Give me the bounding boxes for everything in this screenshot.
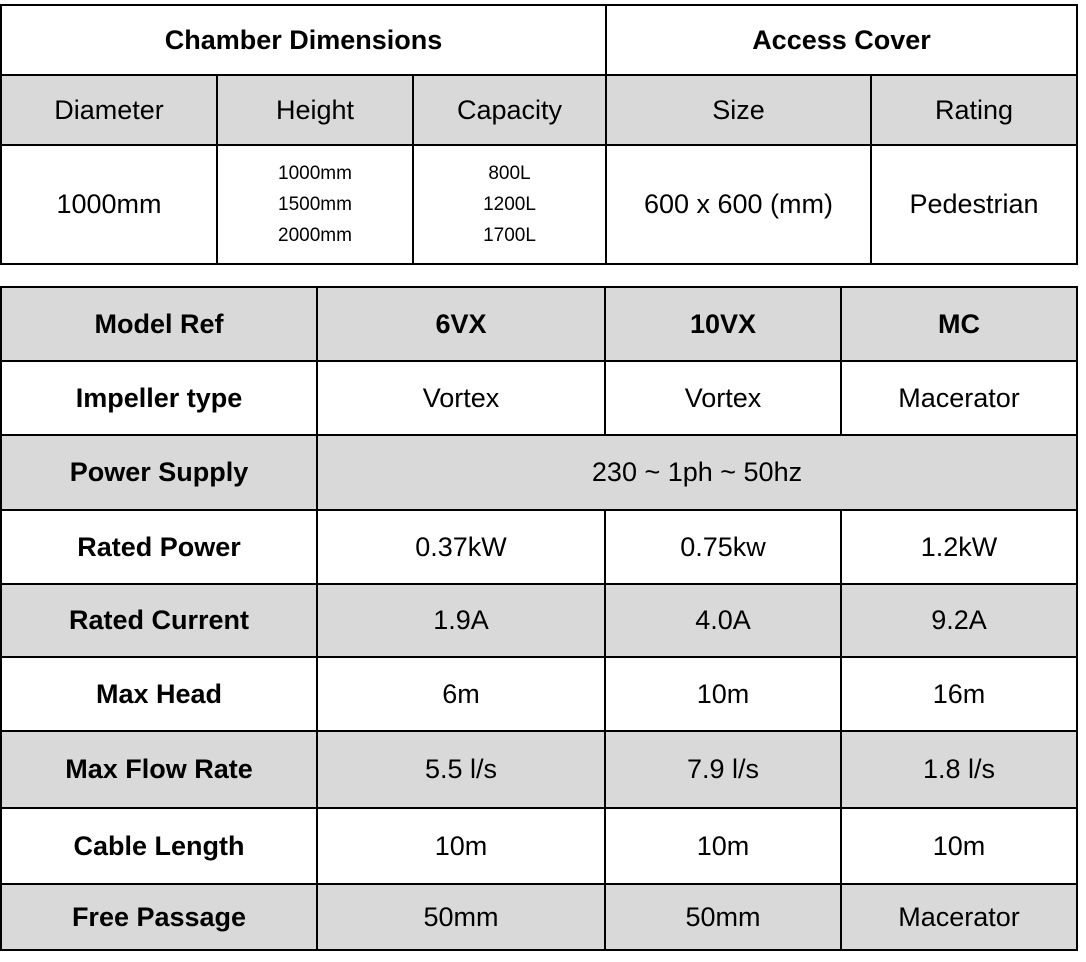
row-header: Rated Current [0, 583, 318, 658]
table-cell: Vortex [604, 360, 842, 436]
column-header: Size [605, 74, 872, 146]
table-cell: 10m [316, 807, 606, 885]
column-header: Model Ref [0, 286, 318, 362]
table-cell: Macerator [840, 883, 1078, 951]
table-cell: 5.5 l/s [316, 730, 606, 809]
table-cell: 600 x 600 (mm) [605, 144, 872, 265]
row-header: Max Flow Rate [0, 730, 318, 809]
row-header: Power Supply [0, 434, 318, 511]
cell-line: 1200L [483, 194, 536, 215]
table-cell: 1.9A [316, 583, 606, 658]
table-cell: Vortex [316, 360, 606, 436]
table-cell: 1.8 l/s [840, 730, 1078, 809]
table-cell: 0.75kw [604, 509, 842, 585]
table-cell: 10m [604, 656, 842, 732]
column-header: Height [216, 74, 414, 146]
table-cell: Macerator [840, 360, 1078, 436]
row-header: Cable Length [0, 807, 318, 885]
table-cell: 10m [840, 807, 1078, 885]
cell-line: 1700L [483, 225, 536, 246]
column-header: Capacity [412, 74, 607, 146]
group-header: Access Cover [605, 4, 1078, 76]
table-cell: 1000mm 1500mm 2000mm [216, 144, 414, 265]
column-header: Diameter [0, 74, 218, 146]
table-cell: 50mm [316, 883, 606, 951]
table-cell: Pedestrian [870, 144, 1078, 265]
table-cell: 1.2kW [840, 509, 1078, 585]
group-header: Chamber Dimensions [0, 4, 607, 76]
table-cell: 16m [840, 656, 1078, 732]
table-cell: 50mm [604, 883, 842, 951]
table-cell: 10m [604, 807, 842, 885]
row-header: Impeller type [0, 360, 318, 436]
table-cell: 6m [316, 656, 606, 732]
column-header: 10VX [604, 286, 842, 362]
table-cell: 4.0A [604, 583, 842, 658]
table-cell: 1000mm [0, 144, 218, 265]
cell-line: 800L [488, 163, 531, 184]
column-header: 6VX [316, 286, 606, 362]
row-header: Free Passage [0, 883, 318, 951]
table-cell: 800L 1200L 1700L [412, 144, 607, 265]
cell-line: 1000mm [278, 163, 352, 184]
table-cell: 9.2A [840, 583, 1078, 658]
column-header: MC [840, 286, 1078, 362]
column-header: Rating [870, 74, 1078, 146]
row-header: Max Head [0, 656, 318, 732]
table-cell: 0.37kW [316, 509, 606, 585]
row-header: Rated Power [0, 509, 318, 585]
table-cell: 230 ~ 1ph ~ 50hz [316, 434, 1078, 511]
cell-line: 1500mm [278, 194, 352, 215]
table-cell: 7.9 l/s [604, 730, 842, 809]
cell-line: 2000mm [278, 225, 352, 246]
